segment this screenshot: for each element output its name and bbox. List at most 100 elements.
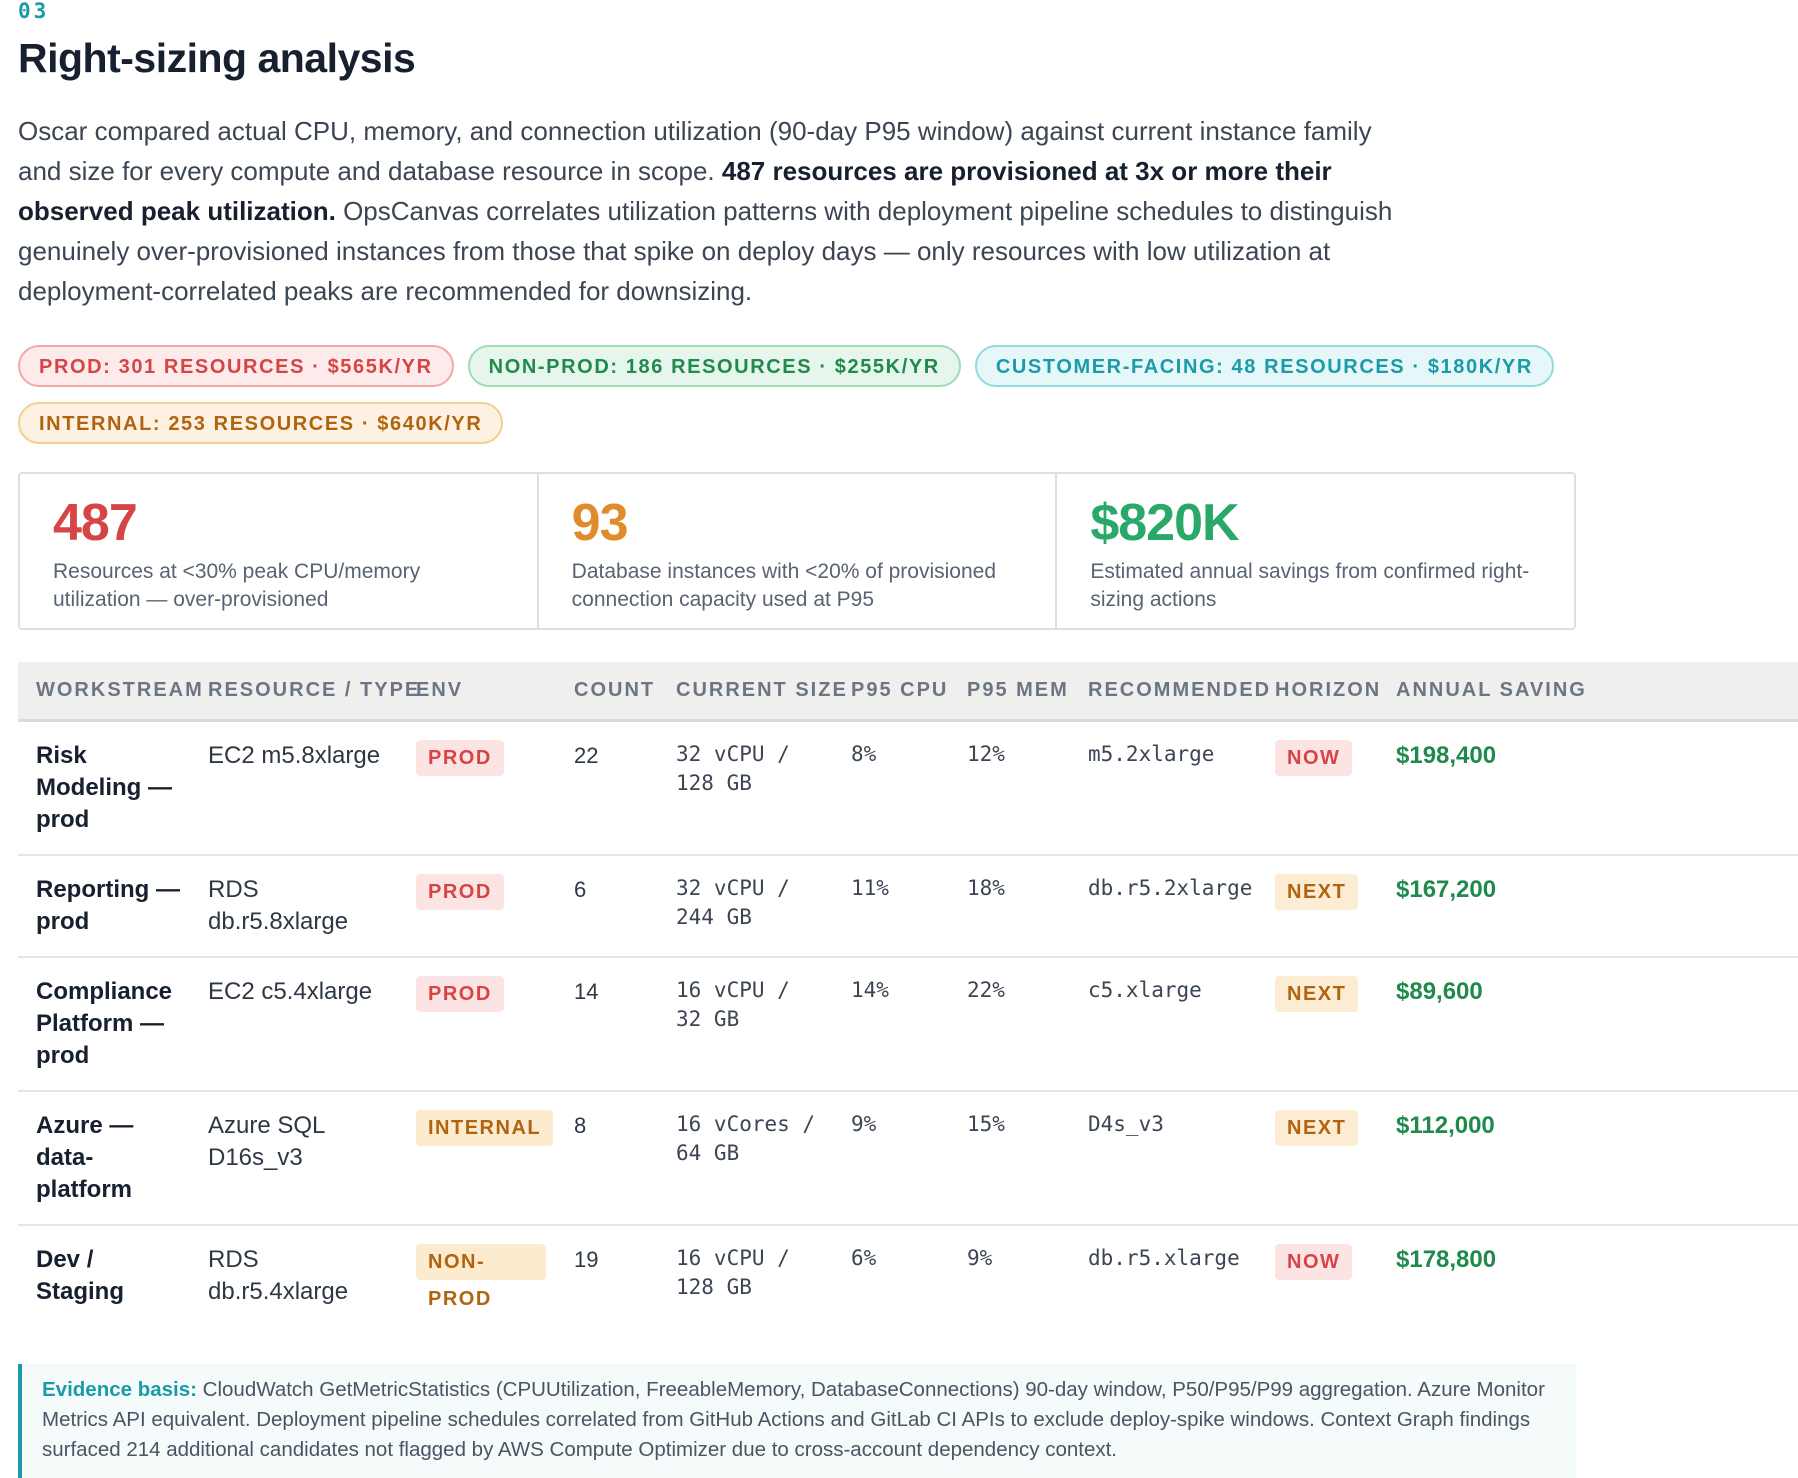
- table-row: Dev / Staging RDS db.r5.4xlarge NON-PROD…: [18, 1225, 1798, 1332]
- header-resource-type: RESOURCE / TYPE: [190, 662, 418, 722]
- header-workstream: WORKSTREAM: [18, 662, 202, 722]
- cell-current-size: 32 vCPU / 128 GB: [658, 720, 833, 856]
- cell-env: PROD: [398, 855, 556, 958]
- cell-current-size: 16 vCPU / 128 GB: [676, 1246, 790, 1299]
- cell-recommended: db.r5.2xlarge: [1070, 855, 1257, 958]
- horizon-badge: NOW: [1275, 740, 1353, 776]
- env-badge: PROD: [416, 740, 504, 776]
- table-row: Compliance Platform — prod EC2 c5.4xlarg…: [18, 957, 1798, 1092]
- cell-horizon: NEXT: [1257, 1091, 1378, 1226]
- table-row: Risk Modeling — prod EC2 m5.8xlarge PROD…: [18, 720, 1798, 856]
- stat-value: 93: [571, 494, 629, 552]
- cell-p95-mem: 15%: [949, 1091, 1070, 1226]
- chip-non-prod: NON-PROD: 186 RESOURCES · $255K/YR: [467, 345, 961, 387]
- cell-p95-cpu: 8%: [833, 720, 949, 856]
- chip-internal: INTERNAL: 253 RESOURCES · $640K/YR: [18, 402, 504, 444]
- stat-value: $820K: [1090, 494, 1239, 552]
- section-title: Right-sizing analysis: [18, 35, 416, 81]
- cell-count: 8: [556, 1091, 658, 1226]
- stat-label: Estimated annual savings from confirmed …: [1090, 560, 1530, 611]
- chip-prod: PROD: 301 RESOURCES · $565K/YR: [18, 345, 454, 387]
- horizon-badge: NEXT: [1275, 976, 1359, 1012]
- cell-workstream: Dev / Staging: [36, 1246, 124, 1305]
- cell-horizon: NEXT: [1257, 957, 1378, 1092]
- cell-resource: RDS db.r5.4xlarge: [208, 1246, 349, 1305]
- cell-horizon: NEXT: [1257, 855, 1378, 958]
- cell-annual-saving: $167,200: [1378, 855, 1798, 958]
- cell-count: 6: [556, 855, 658, 958]
- cell-p95-mem: 12%: [949, 720, 1070, 856]
- stat-card: 93 Database instances with <20% of provi…: [536, 474, 1056, 628]
- cell-horizon: NOW: [1257, 1225, 1378, 1332]
- cell-count: 22: [556, 720, 658, 856]
- cell-resource: EC2 m5.8xlarge: [190, 720, 398, 856]
- evidence-text: CloudWatch GetMetricStatistics (CPUUtili…: [42, 1378, 1545, 1461]
- cell-workstream: Risk Modeling — prod: [18, 720, 190, 856]
- chip-customer-facing: CUSTOMER-FACING: 48 RESOURCES · $180K/YR: [974, 345, 1554, 387]
- cell-resource: Azure SQL D16s_v3: [190, 1091, 398, 1226]
- evidence-note: Evidence basis: CloudWatch GetMetricStat…: [18, 1364, 1576, 1478]
- cell-p95-mem: 9%: [967, 1246, 993, 1270]
- header-env: ENV: [398, 662, 556, 722]
- cell-annual-saving: $112,000: [1378, 1091, 1798, 1226]
- header-annual-saving: ANNUAL SAVING: [1378, 662, 1798, 722]
- right-sizing-table: WORKSTREAM RESOURCE / TYPE ENV COUNT CUR…: [18, 662, 1798, 1332]
- intro-text-2: OpsCanvas correlates utilization pattern…: [18, 196, 1393, 306]
- intro-highlight: 487 resources are provisioned at 3x or m…: [18, 156, 1332, 226]
- header-count: COUNT: [556, 662, 658, 722]
- cell-env: NON-PROD: [398, 1225, 556, 1332]
- cell-env: INTERNAL: [398, 1091, 556, 1226]
- cell-horizon: NOW: [1257, 720, 1378, 856]
- cell-recommended: db.r5.xlarge: [1088, 1246, 1240, 1270]
- cell-p95-cpu: 14%: [833, 957, 949, 1092]
- horizon-badge: NEXT: [1275, 1110, 1359, 1146]
- intro-text-1: Oscar compared actual CPU, memory, and c…: [18, 116, 1372, 186]
- header-p95-cpu: P95 CPU: [833, 662, 949, 722]
- cell-recommended: c5.xlarge: [1070, 957, 1257, 1092]
- cell-env: PROD: [398, 720, 556, 856]
- cell-resource: EC2 c5.4xlarge: [190, 957, 398, 1092]
- cell-annual-saving: $198,400: [1378, 720, 1798, 856]
- env-badge: PROD: [416, 976, 504, 1012]
- horizon-badge: NEXT: [1275, 874, 1359, 910]
- table-header-row: WORKSTREAM RESOURCE / TYPE ENV COUNT CUR…: [18, 662, 1798, 722]
- horizon-badge: NOW: [1275, 1244, 1353, 1280]
- section-number: 03: [18, 0, 50, 23]
- intro-paragraph: Oscar compared actual CPU, memory, and c…: [18, 111, 1413, 311]
- cell-resource: RDS db.r5.8xlarge: [190, 855, 398, 958]
- env-badge: PROD: [416, 874, 504, 910]
- header-current-size: CURRENT SIZE: [658, 662, 846, 722]
- cell-recommended: D4s_v3: [1070, 1091, 1257, 1226]
- header-horizon: HORIZON: [1257, 662, 1379, 722]
- cell-env: PROD: [398, 957, 556, 1092]
- cell-count: 19: [574, 1247, 599, 1272]
- cell-annual-saving: $178,800: [1396, 1246, 1497, 1273]
- cell-workstream: Reporting — prod: [18, 855, 190, 958]
- stat-label: Database instances with <20% of provisio…: [571, 560, 997, 611]
- cell-recommended: m5.2xlarge: [1070, 720, 1257, 856]
- header-p95-mem: P95 MEM: [949, 662, 1070, 722]
- stat-card: 487 Resources at <30% peak CPU/memory ut…: [20, 474, 537, 628]
- stat-card: $820K Estimated annual savings from conf…: [1055, 474, 1574, 628]
- cell-p95-cpu: 6%: [851, 1246, 877, 1270]
- table-row: Reporting — prod RDS db.r5.8xlarge PROD …: [18, 855, 1798, 958]
- cell-p95-cpu: 11%: [833, 855, 949, 958]
- env-badge: INTERNAL: [416, 1110, 554, 1146]
- stats-panel: 487 Resources at <30% peak CPU/memory ut…: [18, 472, 1576, 630]
- cell-annual-saving: $89,600: [1378, 957, 1798, 1092]
- cell-p95-mem: 22%: [949, 957, 1070, 1092]
- cell-workstream: Azure — data-platform: [18, 1091, 190, 1226]
- cell-p95-mem: 18%: [949, 855, 1070, 958]
- cell-workstream: Compliance Platform — prod: [18, 957, 190, 1092]
- cell-current-size: 32 vCPU / 244 GB: [658, 855, 833, 958]
- env-badge: NON-PROD: [416, 1244, 546, 1310]
- cell-current-size: 16 vCores / 64 GB: [658, 1091, 833, 1226]
- cell-current-size: 16 vCPU / 32 GB: [658, 957, 833, 1092]
- table-row: Azure — data-platform Azure SQL D16s_v3 …: [18, 1091, 1798, 1226]
- header-recommended: RECOMMENDED: [1070, 662, 1269, 722]
- segment-chips: PROD: 301 RESOURCES · $565K/YR NON-PROD:…: [18, 345, 1618, 444]
- stat-label: Resources at <30% peak CPU/memory utiliz…: [53, 560, 421, 611]
- cell-count: 14: [556, 957, 658, 1092]
- evidence-label: Evidence basis:: [42, 1378, 197, 1401]
